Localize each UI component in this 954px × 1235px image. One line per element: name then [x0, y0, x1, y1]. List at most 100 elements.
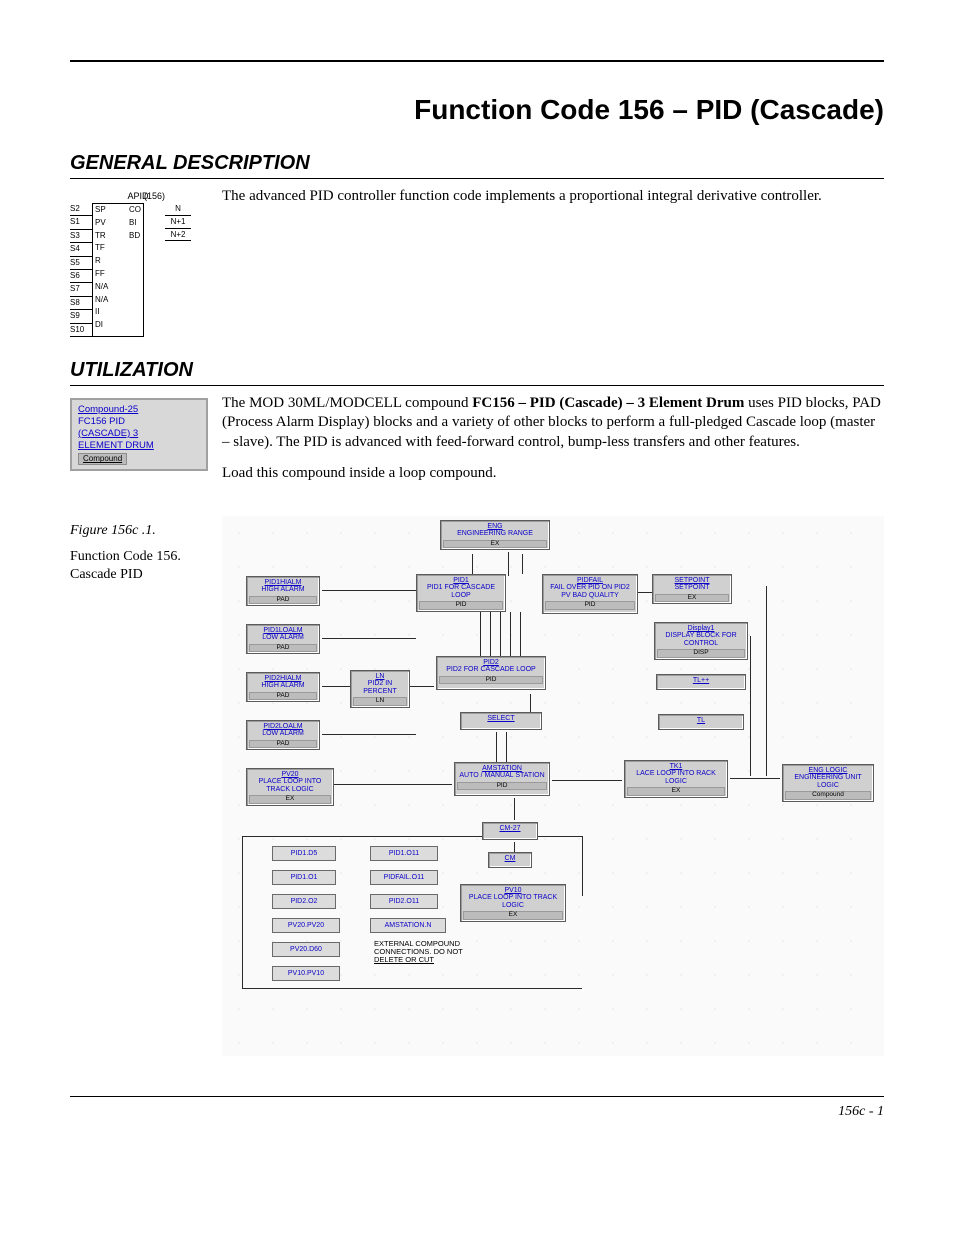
diagram-wire: [514, 798, 515, 820]
diagram-tag: PV20.PV20: [272, 918, 340, 933]
apid-pin-left: S6: [70, 270, 92, 283]
diagram-wire: [766, 586, 767, 776]
diagram-wire: [500, 612, 501, 656]
compound-line-1: Compound-25: [78, 404, 200, 416]
compound-line-4: ELEMENT DRUM: [78, 440, 200, 452]
diagram-wire: [334, 784, 452, 785]
diagram-wire: [582, 836, 583, 896]
apid-pin-mid: SP: [93, 204, 127, 217]
diagram-block: SELECT: [460, 712, 542, 730]
diagram-tag: PID1.O1: [272, 870, 336, 885]
diagram-block: ENGENGINEERING RANGEEX: [440, 520, 550, 551]
section-heading-general: GENERAL DESCRIPTION: [70, 150, 884, 179]
diagram-wire: [322, 638, 416, 639]
apid-pin-mid: PV: [93, 217, 127, 230]
figure-region: Figure 156c .1. Function Code 156. Casca…: [70, 516, 884, 1056]
diagram-tag: PV20.D60: [272, 942, 340, 957]
page-number: 156c - 1: [70, 1096, 884, 1121]
diagram-block: PID1HIALMHIGH ALARMPAD: [246, 576, 320, 607]
diagram-tag: PID1.O11: [370, 846, 438, 861]
util-p1a: The MOD 30ML/MODCELL compound: [222, 395, 472, 411]
diagram-block: CM: [488, 852, 532, 868]
section-heading-utilization: UTILIZATION: [70, 357, 884, 386]
diagram-wire: [514, 842, 515, 852]
diagram-wire: [506, 732, 507, 762]
diagram-wire: [508, 552, 509, 576]
diagram-wire: [242, 836, 243, 988]
diagram-wire: [322, 590, 416, 591]
apid-pin-left: S2: [70, 203, 92, 216]
apid-pin-mid: FF: [93, 268, 127, 281]
diagram-wire: [322, 686, 350, 687]
apid-pin-mid-r: BD: [127, 230, 143, 243]
diagram-block: PID2LOALMLOW ALARMPAD: [246, 720, 320, 751]
apid-pin-mid-r: BI: [127, 217, 143, 230]
apid-pin-mid: R: [93, 255, 127, 268]
diagram-tag: PID1.D5: [272, 846, 336, 861]
diagram-wire: [242, 988, 582, 989]
diagram-block: TL: [658, 714, 744, 730]
apid-pin-mid: N/A: [93, 281, 127, 294]
diagram-wire: [410, 686, 434, 687]
compound-line-3: (CASCADE) 3: [78, 428, 200, 440]
diagram-wire: [490, 612, 491, 656]
top-rule: [70, 60, 884, 62]
apid-pin-left: S10: [70, 324, 92, 337]
figure-subtitle: Function Code 156. Cascade PID: [70, 548, 208, 583]
diagram-block: Display1DISPLAY BLOCK FOR CONTROLDISP: [654, 622, 748, 660]
apid-pin-mid: II: [93, 306, 127, 319]
diagram-wire: [530, 694, 531, 714]
apid-pin-mid-r: CO: [127, 204, 143, 217]
general-para-1: The advanced PID controller function cod…: [222, 187, 884, 207]
diagram-wire: [322, 734, 416, 735]
diagram-block: PID2PID2 FOR CASCADE LOOPPID: [436, 656, 546, 690]
diagram-block: AMSTATIONAUTO / MANUAL STATIONPID: [454, 762, 550, 796]
apid-pin-mid: DI: [93, 319, 127, 332]
diagram-block: PID1PID1 FOR CASCADE LOOPPID: [416, 574, 506, 612]
diagram-block: SETPOINTSETPOINTEX: [652, 574, 732, 605]
diagram-block: CM-27: [482, 822, 538, 840]
apid-pin-left: S4: [70, 243, 92, 256]
apid-pin-left: S7: [70, 283, 92, 296]
diagram-tag: PID2.O11: [370, 894, 438, 909]
diagram-block: PIDFAILFAIL OVER PID ON PID2 PV BAD QUAL…: [542, 574, 638, 614]
apid-pin-mid: N/A: [93, 294, 127, 307]
diagram-block: PID1LOALMLOW ALARMPAD: [246, 624, 320, 655]
page-title: Function Code 156 – PID (Cascade): [70, 92, 884, 128]
diagram-wire: [520, 612, 521, 656]
diagram-tag: PID2.O2: [272, 894, 336, 909]
apid-pin-right: N+2: [165, 229, 191, 242]
diagram-block: TK1LACE LOOP INTO RACK LOGICEX: [624, 760, 728, 798]
diagram-wire: [472, 554, 473, 574]
diagram-wire: [496, 732, 497, 762]
apid-symbol: APID S2S1S3S4S5S6S7S8S9S10 SPPVTRTFRFFN/…: [70, 187, 208, 337]
diagram-wire: [522, 554, 523, 574]
apid-pin-left: S1: [70, 216, 92, 229]
diagram-block: LNPID2 IN PERCENTLN: [350, 670, 410, 708]
diagram-wire: [552, 780, 622, 781]
apid-pin-left: S8: [70, 297, 92, 310]
diagram-note: EXTERNAL COMPOUNDCONNECTIONS. DO NOTDELE…: [374, 940, 463, 965]
figure-caption: Figure 156c .1.: [70, 522, 208, 540]
block-diagram: ENGENGINEERING RANGEEX PID1HIALMHIGH ALAR…: [222, 516, 884, 1056]
utilization-para-1: The MOD 30ML/MODCELL compound FC156 – PI…: [222, 394, 884, 453]
diagram-block: ENG LOGICENGINEERING UNIT LOGICCompound: [782, 764, 874, 802]
diagram-wire: [510, 612, 511, 656]
diagram-block: TL++: [656, 674, 746, 690]
apid-pin-right: N+1: [165, 216, 191, 229]
apid-pin-left: S3: [70, 230, 92, 243]
compound-line-2: FC156 PID: [78, 416, 200, 428]
diagram-wire: [730, 778, 780, 779]
diagram-tag: PV10.PV10: [272, 966, 340, 981]
diagram-block: PID2HIALMHIGH ALARMPAD: [246, 672, 320, 703]
section-utilization: Compound-25 FC156 PID (CASCADE) 3 ELEMEN…: [70, 394, 884, 496]
apid-pin-left: S9: [70, 310, 92, 323]
diagram-block: PV10PLACE LOOP INTO TRACK LOGICEX: [460, 884, 566, 922]
diagram-tag: PIDFAIL.O11: [370, 870, 438, 885]
diagram-wire: [750, 636, 751, 776]
apid-pin-mid: TR: [93, 230, 127, 243]
utilization-para-2: Load this compound inside a loop compoun…: [222, 464, 884, 484]
util-p1b: FC156 – PID (Cascade) – 3 Element Drum: [472, 395, 744, 411]
apid-pin-mid: TF: [93, 242, 127, 255]
compound-box: Compound-25 FC156 PID (CASCADE) 3 ELEMEN…: [70, 398, 208, 472]
